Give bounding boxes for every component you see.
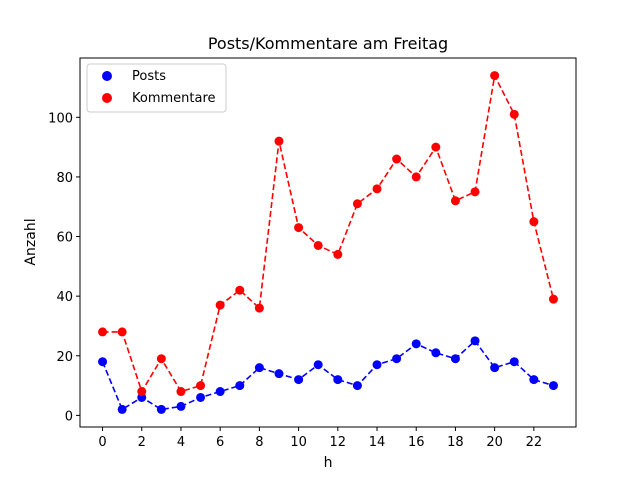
data-point-kommentare xyxy=(215,300,225,310)
y-tick-label: 100 xyxy=(48,111,73,126)
data-point-kommentare xyxy=(313,240,323,250)
x-tick-label: 6 xyxy=(216,435,224,450)
x-axis: 0 2 4 6 8 10 12 14 16 18 20 22 xyxy=(98,427,542,450)
data-point-posts xyxy=(392,354,402,364)
data-point-posts xyxy=(333,375,343,385)
data-point-kommentare xyxy=(352,199,362,209)
data-point-kommentare xyxy=(333,249,343,259)
x-tick-label: 4 xyxy=(177,435,185,450)
data-point-kommentare xyxy=(274,136,284,146)
data-point-posts xyxy=(274,369,284,379)
data-point-kommentare xyxy=(470,187,480,197)
data-point-posts xyxy=(450,354,460,364)
data-point-kommentare xyxy=(254,303,264,313)
legend-label-posts: Posts xyxy=(132,69,166,84)
data-point-posts xyxy=(117,404,127,414)
x-tick-label: 14 xyxy=(369,435,386,450)
y-tick-label: 40 xyxy=(56,290,73,305)
x-tick-label: 18 xyxy=(447,435,464,450)
data-point-kommentare xyxy=(117,327,127,337)
data-point-posts xyxy=(176,401,186,411)
y-axis: 0 20 40 60 80 100 xyxy=(48,111,80,424)
data-point-posts xyxy=(548,381,558,391)
data-point-kommentare xyxy=(294,223,304,233)
x-tick-label: 20 xyxy=(486,435,503,450)
x-axis-label: h xyxy=(324,455,333,471)
data-point-posts xyxy=(156,404,166,414)
y-axis-label: Anzahl xyxy=(23,218,39,265)
x-tick-label: 22 xyxy=(526,435,543,450)
data-point-posts xyxy=(196,392,206,402)
axes-frame xyxy=(79,57,577,428)
data-point-posts xyxy=(470,336,480,346)
data-point-posts xyxy=(509,357,519,367)
data-point-kommentare xyxy=(156,354,166,364)
data-point-kommentare xyxy=(548,294,558,304)
legend-box xyxy=(86,63,227,113)
data-point-kommentare xyxy=(490,71,500,81)
data-point-kommentare xyxy=(431,142,441,152)
data-point-posts xyxy=(294,375,304,385)
y-tick-label: 20 xyxy=(56,350,73,365)
data-point-kommentare xyxy=(137,387,147,397)
data-point-posts xyxy=(313,360,323,370)
data-point-kommentare xyxy=(372,184,382,194)
data-point-posts xyxy=(235,381,245,391)
data-point-posts xyxy=(529,375,539,385)
x-tick-label: 0 xyxy=(98,435,106,450)
series-line-kommentare xyxy=(102,73,555,394)
data-point-kommentare xyxy=(176,387,186,397)
data-point-posts xyxy=(431,348,441,358)
data-point-kommentare xyxy=(98,327,108,337)
data-point-posts xyxy=(490,363,500,373)
legend: Posts Kommentare xyxy=(86,63,227,113)
data-point-kommentare xyxy=(392,154,402,164)
data-point-posts xyxy=(215,387,225,397)
legend-marker-posts xyxy=(102,71,112,81)
x-tick-label: 12 xyxy=(330,435,347,450)
legend-label-kommentare: Kommentare xyxy=(132,91,216,106)
data-point-posts xyxy=(98,357,108,367)
x-tick-label: 16 xyxy=(408,435,425,450)
data-point-kommentare xyxy=(411,172,421,182)
data-point-kommentare xyxy=(509,109,519,119)
data-point-posts xyxy=(352,381,362,391)
x-tick-label: 8 xyxy=(255,435,263,450)
y-tick-label: 80 xyxy=(56,171,73,186)
chart-title: Posts/Kommentare am Freitag xyxy=(208,34,448,53)
plot-area xyxy=(98,71,558,414)
data-point-kommentare xyxy=(196,381,206,391)
legend-marker-kommentare xyxy=(102,93,112,103)
data-point-kommentare xyxy=(450,196,460,206)
x-tick-label: 10 xyxy=(290,435,307,450)
data-point-posts xyxy=(411,339,421,349)
data-point-posts xyxy=(254,363,264,373)
data-point-kommentare xyxy=(529,217,539,227)
data-point-kommentare xyxy=(235,285,245,295)
data-point-posts xyxy=(372,360,382,370)
x-tick-label: 2 xyxy=(138,435,146,450)
y-tick-label: 0 xyxy=(65,409,73,424)
y-tick-label: 60 xyxy=(56,231,73,246)
